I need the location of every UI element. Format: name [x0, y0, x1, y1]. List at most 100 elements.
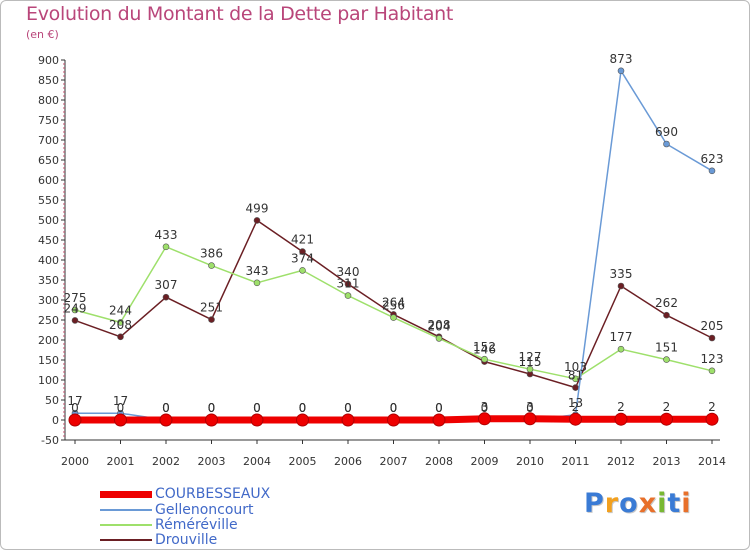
x-tick-label: 2005: [289, 455, 317, 468]
data-label: 2: [572, 400, 580, 414]
data-label: 340: [337, 265, 360, 279]
data-label: 205: [701, 319, 724, 333]
data-point: [250, 413, 264, 427]
y-tick-label: 650: [38, 154, 59, 167]
y-tick-label: 850: [38, 74, 59, 87]
data-point: [299, 267, 306, 274]
data-point: [705, 412, 719, 426]
data-label: 152: [473, 340, 496, 354]
data-point: [299, 248, 306, 255]
data-label: 0: [253, 401, 261, 415]
logo-letter: x: [638, 488, 658, 519]
y-tick-label: 750: [38, 114, 59, 127]
data-point: [114, 413, 127, 427]
data-point: [253, 217, 261, 224]
y-tick-label: 800: [38, 94, 59, 107]
y-tick-label: 700: [38, 134, 59, 147]
data-point: [162, 243, 170, 251]
data-label: 386: [200, 247, 223, 261]
x-tick-label: 2003: [198, 455, 226, 468]
data-label: 204: [428, 319, 451, 333]
data-point: [341, 413, 355, 427]
y-tick-label: 0: [52, 414, 59, 427]
y-tick-label: 50: [45, 394, 59, 407]
data-point: [253, 279, 261, 287]
data-point: [663, 140, 670, 148]
data-label: 433: [155, 228, 178, 242]
data-label: 123: [701, 352, 724, 366]
y-tick-label: 150: [38, 354, 59, 367]
data-label: 0: [435, 401, 443, 415]
data-label: 0: [208, 401, 216, 415]
data-point: [617, 282, 625, 290]
data-point: [162, 293, 170, 301]
series-line-gellenoncourt: [74, 70, 713, 421]
data-point: [390, 314, 397, 321]
data-label: 307: [155, 278, 178, 292]
data-label: 262: [655, 296, 678, 310]
data-label: 103: [564, 360, 587, 374]
data-point: [572, 375, 579, 383]
x-tick-label: 2006: [334, 455, 362, 468]
data-point: [617, 67, 625, 75]
x-tick-label: 2007: [380, 455, 408, 468]
x-tick-label: 2013: [653, 455, 681, 468]
x-tick-label: 2012: [607, 455, 635, 468]
data-label: 2: [617, 400, 625, 414]
data-point: [617, 345, 625, 353]
x-tick-label: 2002: [152, 455, 180, 468]
data-label: 264: [382, 295, 405, 309]
logo-letter: t: [667, 488, 682, 519]
data-label: 690: [655, 125, 678, 139]
y-tick-label: 500: [38, 214, 59, 227]
data-label: 115: [519, 355, 542, 369]
y-tick-label: 300: [38, 294, 59, 307]
data-label: 873: [610, 52, 633, 66]
y-tick-label: 200: [38, 334, 59, 347]
data-label: 256: [382, 299, 405, 313]
data-label: 2: [708, 400, 716, 414]
data-label: 374: [291, 251, 314, 265]
data-label: 275: [64, 291, 87, 305]
data-label: 208: [109, 318, 132, 332]
data-point: [708, 367, 716, 375]
legend-label: Réméréville: [155, 517, 238, 533]
data-point: [708, 334, 716, 342]
data-label: 343: [246, 264, 269, 278]
data-point: [205, 413, 218, 427]
logo-letter: i: [681, 488, 692, 519]
logo-letter: o: [619, 488, 639, 519]
data-point: [387, 413, 400, 427]
data-point: [117, 319, 124, 326]
data-point: [663, 311, 670, 319]
x-tick-label: 2010: [516, 455, 544, 468]
y-tick-label: 550: [38, 194, 59, 207]
chart-subtitle: (en €): [26, 28, 59, 41]
legend-label: Drouville: [155, 532, 218, 548]
x-tick-label: 2001: [107, 455, 135, 468]
data-label: 3: [526, 400, 534, 414]
data-label: 151: [655, 341, 678, 355]
y-tick-label: 450: [38, 234, 59, 247]
x-tick-label: 2011: [562, 455, 590, 468]
legend-swatch: [100, 539, 152, 541]
data-label: 335: [610, 267, 633, 281]
data-point: [296, 413, 309, 427]
data-point: [208, 316, 215, 323]
y-tick-label: 100: [38, 374, 59, 387]
data-point: [117, 333, 124, 341]
data-label: 0: [208, 401, 216, 415]
logo-letter: P: [584, 488, 605, 519]
data-label: 0: [526, 401, 534, 415]
data-label: 251: [200, 301, 223, 315]
legend-label: Gellenoncourt: [155, 502, 254, 518]
x-tick-label: 2009: [471, 455, 499, 468]
data-label: 0: [71, 401, 79, 415]
data-point: [572, 384, 579, 391]
x-tick-label: 2014: [698, 455, 726, 468]
legend-swatch: [100, 524, 152, 526]
data-label: 17: [113, 394, 128, 408]
y-tick-label: 400: [38, 254, 59, 267]
